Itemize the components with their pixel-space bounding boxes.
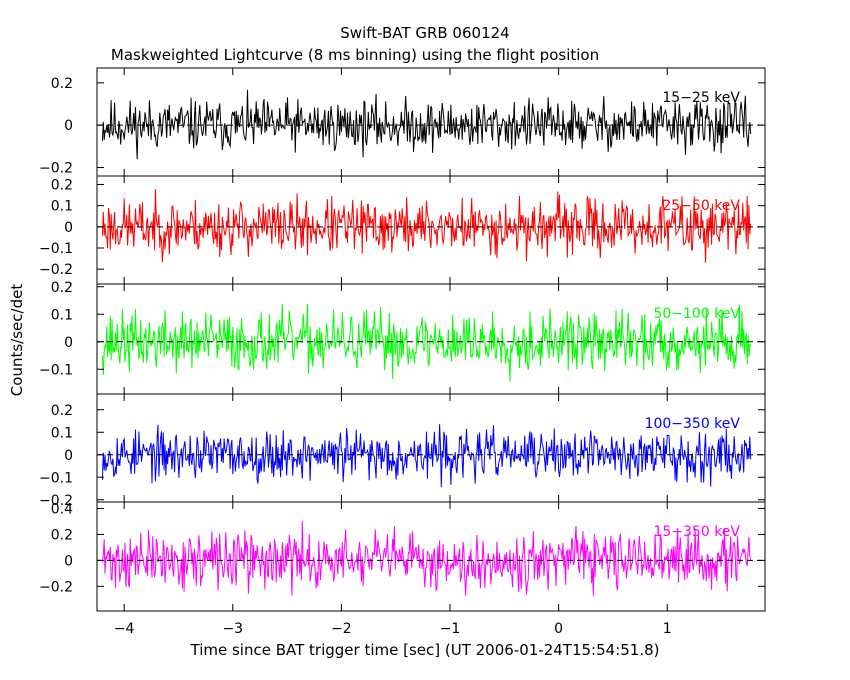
y-tick-label: −0.1 bbox=[39, 241, 73, 257]
y-tick-label: −0.2 bbox=[39, 161, 73, 177]
y-tick-label: −0.2 bbox=[39, 579, 73, 595]
x-tick-label: −3 bbox=[222, 621, 243, 637]
panel-15-350kev: −0.2 0 0.2 0.4 15−350 keV bbox=[39, 501, 766, 612]
y-tick-label: −0.2 bbox=[39, 262, 73, 278]
panel-15-25kev: −0.2 0 0.2 15−25 keV bbox=[39, 67, 766, 177]
energy-band-label: 15−350 keV bbox=[653, 524, 740, 540]
y-tick-label: 0.1 bbox=[51, 425, 73, 441]
lightcurve-trace bbox=[101, 189, 752, 263]
x-axis-title: Time since BAT trigger time [sec] (UT 20… bbox=[190, 641, 660, 659]
y-tick-label: 0.1 bbox=[51, 307, 73, 323]
y-tick-label: 0.2 bbox=[51, 527, 73, 543]
panel-25-50kev: −0.2 −0.1 0 0.1 0.2 25−50 keV bbox=[39, 175, 766, 285]
y-tick-label: 0.4 bbox=[51, 501, 73, 517]
x-tick-label: 1 bbox=[663, 621, 672, 637]
y-tick-label: 0 bbox=[64, 448, 73, 464]
y-tick-label: 0 bbox=[64, 118, 73, 134]
y-tick-label: 0 bbox=[64, 220, 73, 236]
chart-title: Swift-BAT GRB 060124 bbox=[340, 24, 509, 42]
energy-band-label: 15−25 keV bbox=[662, 90, 740, 106]
y-tick-label: 0.1 bbox=[51, 199, 73, 215]
panel-50-100kev: −0.1 0 0.1 0.2 50−100 keV bbox=[39, 280, 766, 395]
y-axis-title: Counts/sec/det bbox=[8, 284, 26, 397]
x-tick-label: −2 bbox=[331, 621, 352, 637]
y-tick-label: 0.2 bbox=[51, 177, 73, 193]
lightcurve-trace bbox=[101, 424, 752, 488]
panel-frame bbox=[96, 501, 766, 612]
y-tick-label: 0.2 bbox=[51, 76, 73, 92]
y-tick-label: 0 bbox=[64, 335, 73, 351]
x-tick-label: −1 bbox=[440, 621, 461, 637]
energy-band-label: 50−100 keV bbox=[653, 306, 740, 322]
lightcurve-trace bbox=[101, 303, 752, 382]
lightcurve-trace bbox=[101, 89, 752, 160]
y-tick-label: 0.2 bbox=[51, 403, 73, 419]
y-tick-label: 0 bbox=[64, 553, 73, 569]
panel-frame bbox=[96, 67, 766, 177]
y-tick-label: −0.2 bbox=[39, 493, 73, 509]
lightcurve-trace bbox=[101, 520, 752, 596]
x-tick-label: 0 bbox=[554, 621, 563, 637]
x-tick-label: −4 bbox=[114, 621, 135, 637]
energy-band-label: 25−50 keV bbox=[662, 198, 740, 214]
panel-100-350kev: −0.2 −0.1 0 0.1 0.2 100−350 keV bbox=[39, 393, 766, 509]
chart-subtitle: Maskweighted Lightcurve (8 ms binning) u… bbox=[111, 46, 599, 64]
panels-group: −0.2 0 0.2 15−25 keV −0.2 −0.1 0 0.1 0.2 25−50 ke… bbox=[39, 67, 766, 637]
y-tick-label: 0.2 bbox=[51, 280, 73, 296]
y-tick-label: −0.1 bbox=[39, 362, 73, 378]
energy-band-label: 100−350 keV bbox=[645, 416, 741, 432]
y-tick-label: −0.1 bbox=[39, 470, 73, 486]
